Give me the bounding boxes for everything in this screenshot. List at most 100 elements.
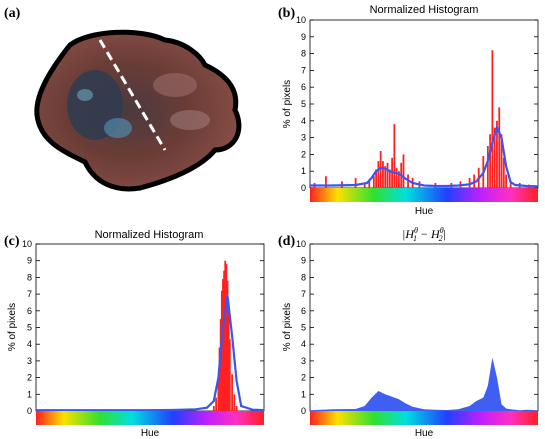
y-tick-label: 0 — [27, 406, 32, 416]
y-tick-label: 2 — [27, 373, 32, 383]
y-tick-label: 1 — [301, 166, 306, 176]
histogram-bar — [379, 151, 382, 188]
y-tick-label: 3 — [27, 356, 32, 366]
y-tick-label: 2 — [301, 149, 306, 159]
lesion-light-region — [170, 110, 210, 130]
histogram-bar — [509, 181, 512, 188]
y-tick-label: 7 — [27, 289, 32, 299]
histogram-bar — [393, 124, 396, 188]
lesion-blue-spot — [104, 118, 132, 138]
y-tick-label: 10 — [22, 239, 32, 249]
y-tick-label: 6 — [301, 82, 306, 92]
panel-letter-d: (d) — [278, 234, 295, 249]
y-tick-label: 3 — [301, 356, 306, 366]
y-tick-label: 2 — [301, 373, 306, 383]
histogram-bar — [491, 50, 494, 188]
chart-title-b: Normalized Histogram — [370, 4, 479, 16]
histogram-bar — [505, 174, 507, 188]
histogram-bar — [368, 181, 371, 188]
histogram-bar — [226, 280, 229, 411]
histogram-bar — [233, 394, 236, 411]
histogram-bar — [227, 304, 230, 411]
y-tick-label: 5 — [301, 323, 306, 333]
histogram-bar — [372, 176, 375, 188]
histogram-bar — [386, 162, 389, 188]
smoothed-curve-b — [310, 124, 539, 188]
y-tick-label: 6 — [301, 306, 306, 316]
histogram-bar — [502, 157, 505, 188]
histogram-bar — [231, 374, 233, 411]
y-tick-label: 0 — [301, 183, 306, 193]
chart-title-c: Normalized Histogram — [95, 229, 204, 241]
y-ticks-c: 0 1 2 3 4 5 6 7 8 9 10 — [22, 239, 264, 416]
histogram-bar — [225, 264, 228, 411]
histogram-bar — [377, 161, 380, 188]
x-axis-label-d: Hue — [415, 428, 434, 439]
x-axis-label-b: Hue — [415, 206, 434, 217]
histogram-bar — [325, 176, 327, 188]
histogram-bar — [222, 279, 224, 411]
y-tick-label: 5 — [27, 323, 32, 333]
histogram-bar — [498, 107, 501, 188]
histogram-bar — [384, 166, 387, 188]
histogram-bars-b — [313, 50, 530, 188]
y-tick-label: 10 — [296, 15, 306, 25]
hue-colorbar-b — [310, 188, 538, 202]
histogram-bar — [395, 167, 398, 188]
lesion-light-region — [153, 73, 197, 97]
histogram-bar — [500, 134, 503, 188]
histogram-bar — [363, 182, 366, 188]
histogram-bar — [218, 347, 221, 411]
plot-frame-d — [309, 243, 539, 412]
y-ticks-d: 0 1 2 3 4 5 6 7 8 9 10 — [296, 239, 538, 416]
histogram-bar — [228, 339, 231, 411]
hue-colorbar-d — [310, 411, 538, 425]
histogram-bar — [388, 169, 391, 188]
panel-letter-c: (c) — [4, 234, 20, 249]
panel-letter-b: (b) — [278, 6, 295, 21]
histogram-bar — [223, 270, 225, 411]
panel-d: (d) |Hθ 1 − Hθ 2| 0 1 2 3 4 5 6 7 8 9 10 Hue % of pi… — [278, 226, 539, 439]
lesion-blue-spot — [77, 89, 93, 101]
histogram-bar — [224, 260, 227, 411]
y-tick-label: 5 — [301, 99, 306, 109]
y-tick-label: 1 — [301, 389, 306, 399]
lesion-shape — [34, 29, 242, 192]
panel-c: (c) Normalized Histogram 0 1 2 3 4 5 6 7 8 9 10 Hu… — [4, 229, 265, 439]
histogram-bar — [375, 169, 378, 188]
y-tick-label: 6 — [27, 306, 32, 316]
y-ticks-b: 0 1 2 3 4 5 6 7 8 9 10 — [296, 15, 538, 193]
y-tick-label: 8 — [301, 272, 306, 282]
y-tick-label: 9 — [301, 256, 306, 266]
y-tick-label: 10 — [296, 239, 306, 249]
histogram-bar — [217, 377, 220, 411]
y-axis-label-d: % of pixels — [282, 303, 293, 351]
histogram-bar — [486, 146, 489, 188]
y-tick-label: 7 — [301, 65, 306, 75]
chart-title-d: |Hθ 1 − Hθ 2| — [402, 226, 446, 243]
y-tick-label: 7 — [301, 289, 306, 299]
x-axis-label-c: Hue — [141, 428, 160, 439]
histogram-bar — [219, 319, 222, 411]
y-tick-label: 8 — [301, 49, 306, 59]
histogram-bar — [398, 171, 400, 188]
hue-colorbar-c — [36, 411, 264, 425]
histogram-bar — [212, 405, 215, 411]
histogram-bar — [489, 134, 492, 188]
lesion-image — [34, 29, 242, 192]
y-axis-label-c: % of pixels — [7, 303, 18, 351]
histogram-bar — [354, 177, 357, 188]
y-tick-label: 4 — [27, 339, 32, 349]
y-tick-label: 3 — [301, 133, 306, 143]
histogram-bar — [402, 154, 405, 188]
y-tick-label: 0 — [301, 406, 306, 416]
y-tick-label: 4 — [301, 339, 306, 349]
panel-a: (a) — [4, 6, 242, 192]
histogram-bar — [468, 177, 471, 188]
smoothed-curve-c — [36, 295, 265, 412]
y-tick-label: 1 — [27, 389, 32, 399]
y-axis-label-b: % of pixels — [282, 80, 293, 128]
panel-letter-a: (a) — [4, 6, 21, 21]
y-tick-label: 9 — [301, 32, 306, 42]
histogram-bar — [235, 405, 238, 411]
